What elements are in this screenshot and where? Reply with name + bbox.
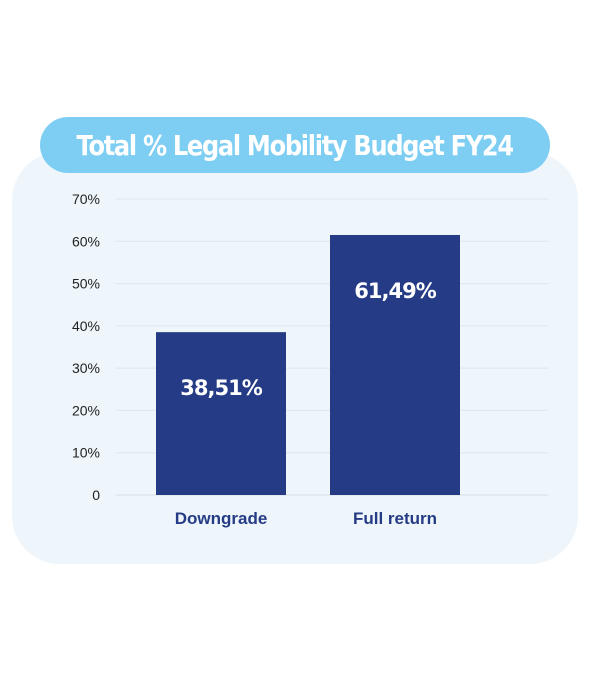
- y-tick-label: 70%: [72, 191, 100, 207]
- chart-title-banner: Total % Legal Mobility Budget FY24: [40, 117, 550, 173]
- y-tick-label: 60%: [72, 233, 100, 249]
- category-label: Full return: [353, 509, 437, 528]
- bar: [156, 332, 286, 495]
- y-axis-ticks: 0 10% 20% 30% 40% 50% 60% 70%: [72, 191, 100, 503]
- bar: [330, 234, 460, 495]
- y-tick-label: 10%: [72, 445, 100, 461]
- y-tick-label: 20%: [72, 402, 100, 418]
- y-tick-label: 40%: [72, 318, 100, 334]
- category-label: Downgrade: [175, 509, 268, 528]
- y-tick-label: 30%: [72, 360, 100, 376]
- y-tick-label: 50%: [72, 276, 100, 292]
- category-labels: Downgrade Full return: [175, 509, 437, 528]
- data-labels: 38,51% 61,49%: [180, 279, 437, 400]
- chart-title: Total % Legal Mobility Budget FY24: [76, 128, 515, 162]
- y-tick-label: 0: [92, 487, 100, 503]
- data-label: 61,49%: [354, 279, 436, 303]
- data-label: 38,51%: [180, 376, 262, 400]
- bars: [156, 234, 460, 495]
